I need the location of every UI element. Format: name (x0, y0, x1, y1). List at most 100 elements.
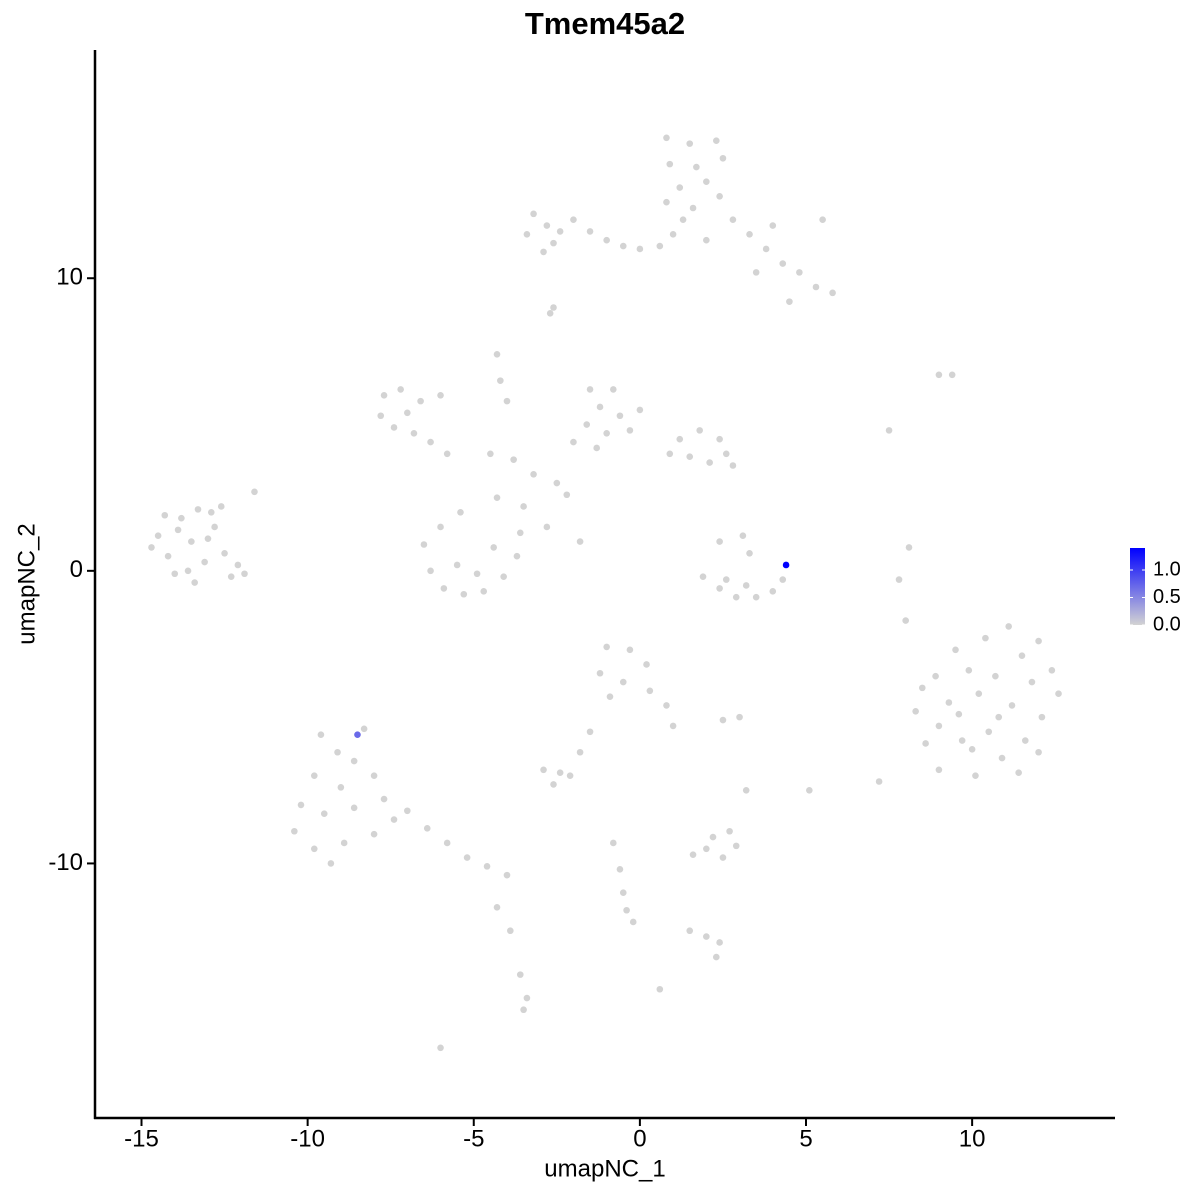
point (337, 784, 345, 791)
point (746, 231, 753, 238)
point (380, 795, 388, 803)
point (390, 816, 398, 823)
point (696, 427, 703, 434)
point (523, 231, 531, 238)
point (1038, 713, 1046, 721)
point (221, 549, 228, 557)
point (503, 871, 511, 879)
point (443, 450, 451, 458)
point (629, 918, 637, 926)
point (453, 561, 461, 569)
point (576, 748, 584, 756)
point (663, 198, 670, 206)
point (191, 579, 198, 586)
point (669, 722, 677, 730)
point (606, 693, 614, 700)
point (786, 298, 793, 305)
point (556, 769, 564, 777)
point (706, 459, 713, 466)
point (626, 427, 634, 434)
y-tick-label: 10 (56, 264, 83, 291)
point (596, 669, 604, 677)
colorbar-label: 0.0 (1153, 613, 1181, 635)
point (570, 216, 577, 224)
point (716, 939, 723, 946)
point (716, 435, 723, 443)
point (699, 573, 707, 580)
point (716, 585, 723, 592)
point (553, 479, 561, 487)
point (746, 549, 753, 557)
point (334, 748, 341, 756)
point (500, 573, 507, 580)
point (619, 889, 627, 896)
point (440, 585, 448, 592)
point (686, 140, 694, 147)
y-tick-label: -10 (48, 849, 83, 876)
point (550, 781, 557, 788)
point (762, 245, 770, 253)
point (739, 532, 747, 540)
point (726, 827, 733, 835)
point (523, 994, 531, 1002)
point (586, 728, 594, 736)
point (819, 216, 826, 224)
point (693, 163, 700, 171)
point (616, 412, 624, 420)
point (603, 236, 610, 244)
point (935, 722, 943, 730)
point (576, 538, 584, 545)
x-tick-label: -15 (124, 1125, 159, 1152)
point (656, 985, 664, 993)
point (583, 421, 591, 428)
point (716, 538, 723, 545)
point (513, 552, 521, 560)
point (716, 193, 723, 200)
point (1028, 678, 1036, 686)
point (427, 438, 434, 446)
point (1008, 702, 1016, 709)
point (427, 567, 434, 575)
point (948, 371, 956, 379)
colorbar-label: 1.0 (1153, 558, 1181, 580)
point (709, 833, 717, 841)
point (493, 351, 501, 358)
point (417, 397, 424, 405)
point (968, 746, 976, 753)
point (593, 444, 600, 452)
point (483, 863, 491, 870)
point (340, 839, 348, 847)
point (410, 430, 418, 437)
point (719, 854, 727, 861)
point (154, 532, 162, 540)
point (619, 242, 627, 250)
point (935, 371, 943, 379)
point (497, 377, 504, 384)
point (769, 222, 777, 229)
point (1005, 623, 1012, 630)
point (227, 573, 235, 580)
point (480, 588, 488, 595)
point (998, 754, 1006, 762)
x-tick-label: 10 (959, 1125, 986, 1152)
point (669, 231, 677, 238)
y-axis-label: umapNC_2 (13, 523, 40, 644)
point (955, 710, 963, 718)
point (204, 535, 212, 542)
point (796, 269, 803, 276)
point (310, 845, 318, 853)
point (437, 523, 444, 531)
point (932, 672, 939, 680)
point (779, 260, 787, 267)
point (546, 310, 554, 317)
point (952, 646, 959, 654)
point (729, 216, 737, 224)
point (460, 590, 468, 598)
point (1015, 769, 1022, 777)
point (912, 707, 919, 715)
point (719, 716, 727, 724)
point (194, 506, 202, 513)
point (610, 386, 617, 393)
point (782, 561, 790, 569)
